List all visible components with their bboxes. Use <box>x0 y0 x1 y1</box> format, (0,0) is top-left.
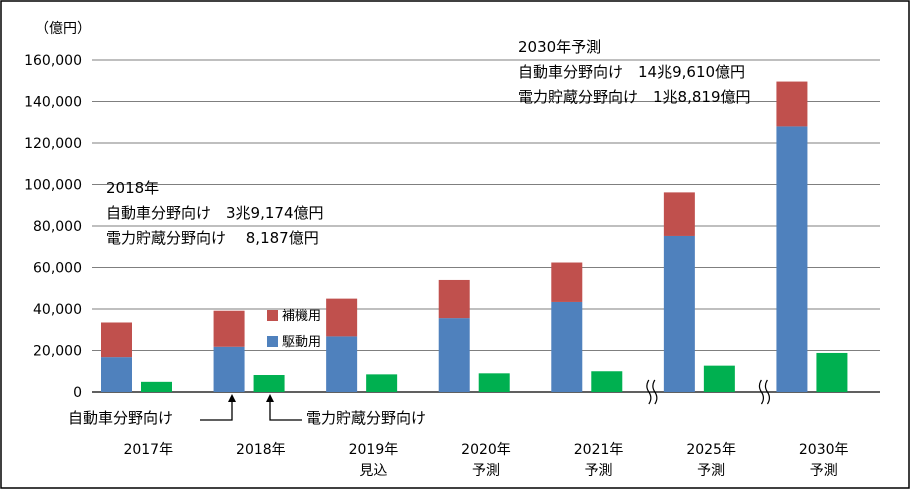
bar-auxiliary <box>438 279 470 319</box>
y-tick-label: 0 <box>73 385 82 401</box>
bar-drive <box>326 336 358 392</box>
annotation-2018-auto: 自動車分野向け 3兆9,174億円 <box>106 204 324 222</box>
x-tick-sublabel: 予測 <box>697 463 725 479</box>
y-tick-label: 40,000 <box>33 302 82 318</box>
bar-auxiliary <box>101 322 132 358</box>
bar-drive <box>101 357 132 392</box>
bar-power-storage <box>253 375 285 392</box>
annotation-2018-title: 2018年 <box>106 179 159 197</box>
bar-power-storage <box>478 373 510 392</box>
legend-label-auxiliary: 補機用 <box>282 309 321 324</box>
y-tick-label: 140,000 <box>24 95 82 111</box>
axis-break-mark <box>758 379 765 405</box>
bar-auxiliary <box>663 192 695 236</box>
bar-auxiliary <box>213 310 245 347</box>
y-tick-label: 60,000 <box>33 261 82 277</box>
x-tick-label: 2030年 <box>799 442 849 458</box>
x-tick-sublabel: 予測 <box>585 463 613 479</box>
bars <box>101 81 848 393</box>
bar-drive <box>663 235 695 392</box>
annotation-2018: 2018年 自動車分野向け 3兆9,174億円 電力貯蔵分野向け 8,187億円 <box>106 179 324 247</box>
annotation-2018-storage: 電力貯蔵分野向け 8,187億円 <box>106 229 319 247</box>
axis-break-mark <box>764 379 771 405</box>
x-tick-label: 2025年 <box>686 442 736 458</box>
bar-power-storage <box>366 374 398 392</box>
bar-auxiliary <box>551 262 583 302</box>
callout-storage: 電力貯蔵分野向け <box>266 394 426 427</box>
bar-drive <box>213 346 245 392</box>
y-tick-label: 20,000 <box>33 344 82 360</box>
y-tick-label: 80,000 <box>33 219 82 235</box>
bar-auxiliary <box>326 298 358 337</box>
bar-auxiliary <box>776 81 808 127</box>
callout-storage-line <box>269 398 302 421</box>
bar-drive <box>438 318 470 392</box>
legend-label-drive: 駆動用 <box>282 335 321 350</box>
callout-automotive-line <box>200 398 233 421</box>
x-tick-sublabel: 予測 <box>810 463 838 479</box>
x-tick-label: 2019年 <box>349 442 399 458</box>
axis-break-mark <box>652 379 658 405</box>
x-tick-sublabel: 見込 <box>359 463 387 479</box>
x-tick-label: 2018年 <box>236 442 286 458</box>
x-tick-label: 2021年 <box>574 442 624 458</box>
callout-storage-arrowhead <box>266 394 274 402</box>
callout-automotive-arrowhead <box>228 394 236 402</box>
y-tick-labels: 0 20,000 40,000 60,000 80,000 100,000 120,000 1… <box>24 53 82 401</box>
annotation-2030-storage: 電力貯蔵分野向け 1兆8,819億円 <box>518 88 751 106</box>
annotation-2030: 2030年予測 自動車分野向け 14兆9,610億円 電力貯蔵分野向け 1兆8,… <box>518 38 751 106</box>
axis-break-mark <box>646 379 652 405</box>
bar-power-storage <box>816 352 848 392</box>
x-tick-label: 2020年 <box>461 442 511 458</box>
callout-automotive: 自動車分野向け <box>68 394 236 427</box>
x-tick-label: 2017年 <box>123 442 173 458</box>
bar-power-storage <box>703 365 735 392</box>
legend: 補機用 駆動用 <box>267 309 321 350</box>
bar-power-storage <box>591 371 623 392</box>
callout-automotive-label: 自動車分野向け <box>68 409 173 427</box>
legend-swatch-auxiliary <box>267 310 278 321</box>
callout-storage-label: 電力貯蔵分野向け <box>306 409 426 427</box>
bar-drive <box>776 126 808 393</box>
y-tick-label: 120,000 <box>24 136 82 152</box>
bar-power-storage <box>141 381 172 392</box>
y-tick-label: 100,000 <box>24 178 82 194</box>
y-tick-label: 160,000 <box>24 53 82 69</box>
annotation-2030-title: 2030年予測 <box>518 38 601 56</box>
annotation-2030-auto: 自動車分野向け 14兆9,610億円 <box>518 63 745 81</box>
axis-breaks <box>646 379 771 405</box>
legend-swatch-drive <box>267 336 278 347</box>
y-unit-label: （億円） <box>35 21 91 37</box>
x-tick-sublabel: 予測 <box>472 463 500 479</box>
bar-drive <box>551 301 583 392</box>
